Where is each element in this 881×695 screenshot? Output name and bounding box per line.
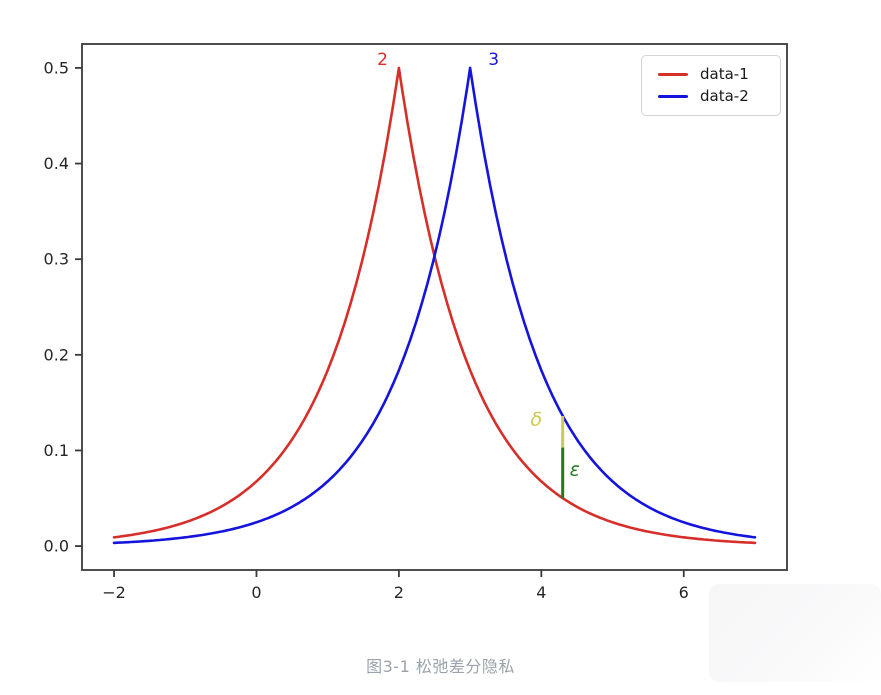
x-tick-label: −2 (102, 583, 126, 602)
curve-series (112, 66, 757, 545)
delta-label: δ (531, 409, 543, 431)
legend: data-1 data-2 (641, 55, 781, 116)
legend-item-data-1: data-1 (642, 67, 780, 82)
legend-swatch-data-2 (658, 95, 688, 98)
watermark-blob (709, 584, 881, 682)
axis-ticks (75, 67, 685, 577)
legend-label-data-1: data-1 (700, 65, 749, 83)
axis-tick-labels: −2 0 2 4 6 0.0 0.1 0.2 0.3 0.4 0.5 (44, 58, 689, 602)
y-tick-label: 0.2 (44, 345, 69, 364)
y-tick-label: 0.3 (44, 250, 69, 269)
curve-data-1 (112, 66, 757, 545)
legend-swatch-data-1 (658, 73, 688, 76)
x-tick-label: 6 (679, 583, 689, 602)
legend-item-data-2: data-2 (642, 89, 780, 104)
annotations: 2 3 δ ε (377, 50, 580, 499)
y-tick-label: 0.4 (44, 154, 69, 173)
y-tick-label: 0.1 (44, 441, 69, 460)
y-tick-label: 0.0 (44, 537, 69, 556)
x-tick-label: 0 (251, 583, 261, 602)
peak-label-2: 2 (377, 50, 388, 70)
y-tick-label: 0.5 (44, 58, 69, 77)
x-tick-label: 2 (394, 583, 404, 602)
epsilon-label: ε (570, 458, 580, 480)
x-tick-label: 4 (536, 583, 546, 602)
peak-label-3: 3 (488, 50, 499, 70)
figure-caption: 图3-1 松弛差分隐私 (366, 657, 515, 676)
curve-data-2 (112, 66, 757, 545)
chart-canvas: −2 0 2 4 6 0.0 0.1 0.2 0.3 0.4 0.5 2 3 δ ε (44, 43, 788, 602)
axes-spines (81, 43, 788, 571)
legend-label-data-2: data-2 (700, 87, 749, 105)
